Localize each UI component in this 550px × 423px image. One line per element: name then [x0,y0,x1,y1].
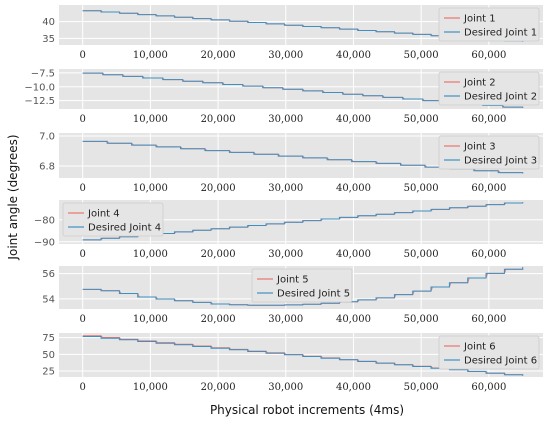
x-tick-label: 40,000 [336,50,371,61]
x-tick-label: 60,000 [471,183,506,194]
subplot-joint-5: 0 10,000 20,000 30,000 40,000 50,000 60,000 54 5… [42,266,543,325]
y-tick-label: 40 [42,17,55,28]
x-tick-label: 0 [80,249,86,260]
y-tick-label: −80 [34,215,55,226]
legend-entry: Desired Joint 1 [464,28,537,39]
x-tick-label: 60,000 [471,314,506,325]
legend-entry: Desired Joint 6 [464,356,537,367]
x-tick-label: 50,000 [404,249,439,260]
legend-entry: Joint 6 [463,342,496,353]
subplot-joint-3: 0 10,000 20,000 30,000 40,000 50,000 60,000 6.8… [39,132,543,194]
legend-entry: Desired Joint 5 [277,289,350,300]
y-tick-label: 25 [42,367,55,378]
x-tick-label: 40,000 [336,314,371,325]
legend-box [438,135,540,170]
x-tick-label: 20,000 [201,314,236,325]
legend-entry: Joint 3 [463,142,496,153]
y-tick-label: 54 [42,294,55,305]
x-tick-label: 20,000 [201,183,236,194]
x-tick-label: 10,000 [133,50,168,61]
x-tick-label: 50,000 [404,183,439,194]
legend-entry: Desired Joint 3 [464,156,537,167]
x-tick-label: 60,000 [471,50,506,61]
legend-entry: Joint 5 [276,275,309,286]
x-tick-label: 10,000 [133,183,168,194]
x-tick-label: 40,000 [336,382,371,393]
x-tick-label: 20,000 [201,50,236,61]
legend-entry: Joint 1 [463,14,496,25]
x-tick-label: 60,000 [471,249,506,260]
x-tick-label: 60,000 [471,114,506,125]
x-tick-label: 50,000 [404,114,439,125]
x-tick-label: 30,000 [268,183,303,194]
y-tick-label: 7.0 [39,132,55,143]
x-tick-label: 40,000 [336,183,371,194]
x-tick-label: 30,000 [268,382,303,393]
x-tick-label: 10,000 [133,114,168,125]
x-tick-label: 20,000 [201,382,236,393]
legend-entry: Joint 2 [463,78,496,89]
y-tick-label: 6.8 [39,162,55,173]
y-tick-label: 75 [42,333,55,344]
legend-box [438,335,540,370]
x-tick-label: 30,000 [268,249,303,260]
x-tick-label: 50,000 [404,50,439,61]
y-tick-label: 50 [42,350,55,361]
x-tick-label: 30,000 [268,114,303,125]
legend-entry: Joint 4 [87,209,120,220]
x-tick-label: 0 [80,314,86,325]
legend-entry: Desired Joint 4 [88,223,161,234]
subplot-joint-6: 0 10,000 20,000 30,000 40,000 50,000 60,000 25 5… [42,333,543,393]
y-tick-label: −7.5 [31,68,55,79]
subplot-joint-2: 0 10,000 20,000 30,000 40,000 50,000 60,000 −7.… [24,68,543,125]
y-axis-title: Joint angle (degrees) [6,134,20,260]
legend-box [251,268,353,303]
x-tick-label: 20,000 [201,114,236,125]
y-tick-label: −10.0 [24,82,55,93]
y-tick-label: −90 [34,237,55,248]
legend-box [438,71,540,106]
x-tick-label: 10,000 [133,249,168,260]
x-tick-label: 0 [80,382,86,393]
x-tick-label: 60,000 [471,382,506,393]
y-tick-label: 56 [42,269,55,280]
legend-box [62,202,164,237]
x-tick-label: 40,000 [336,114,371,125]
x-tick-label: 30,000 [268,50,303,61]
x-tick-label: 40,000 [336,249,371,260]
y-tick-label: −12.5 [24,96,55,107]
x-tick-label: 30,000 [268,314,303,325]
subplot-grid: 0 10,000 20,000 30,000 40,000 50,000 60,000 35 4… [24,5,543,393]
x-tick-label: 50,000 [404,382,439,393]
legend-entry: Desired Joint 2 [464,92,537,103]
x-tick-label: 10,000 [133,314,168,325]
x-tick-label: 0 [80,183,86,194]
series-line-desired-joint-5 [82,267,524,306]
series-line-desired-joint-6 [82,336,524,376]
x-tick-label: 50,000 [404,314,439,325]
subplot-joint-1: 0 10,000 20,000 30,000 40,000 50,000 60,000 35 4… [42,5,543,61]
x-tick-label: 0 [80,50,86,61]
x-axis-title: Physical robot increments (4ms) [210,403,404,417]
subplot-joint-4: 0 10,000 20,000 30,000 40,000 50,000 60,000 −80… [34,200,543,260]
x-tick-label: 0 [80,114,86,125]
y-tick-label: 35 [42,34,55,45]
x-tick-label: 20,000 [201,249,236,260]
x-tick-label: 10,000 [133,382,168,393]
legend-box [438,7,540,42]
